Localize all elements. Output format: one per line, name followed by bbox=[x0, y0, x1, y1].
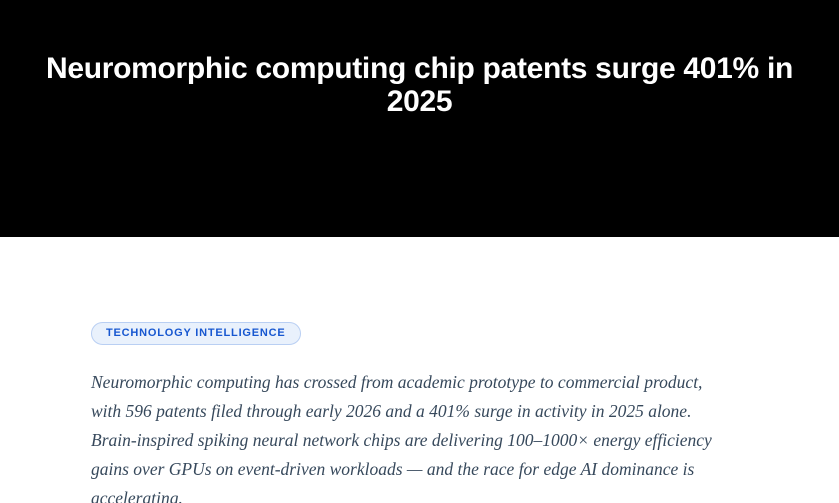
category-badge[interactable]: TECHNOLOGY INTELLIGENCE bbox=[91, 322, 301, 345]
page-title: Neuromorphic computing chip patents surg… bbox=[45, 52, 794, 118]
article-body: TECHNOLOGY INTELLIGENCE Neuromorphic com… bbox=[0, 237, 839, 503]
lead-paragraph: Neuromorphic computing has crossed from … bbox=[91, 372, 712, 503]
hero-banner: Neuromorphic computing chip patents surg… bbox=[0, 0, 839, 237]
